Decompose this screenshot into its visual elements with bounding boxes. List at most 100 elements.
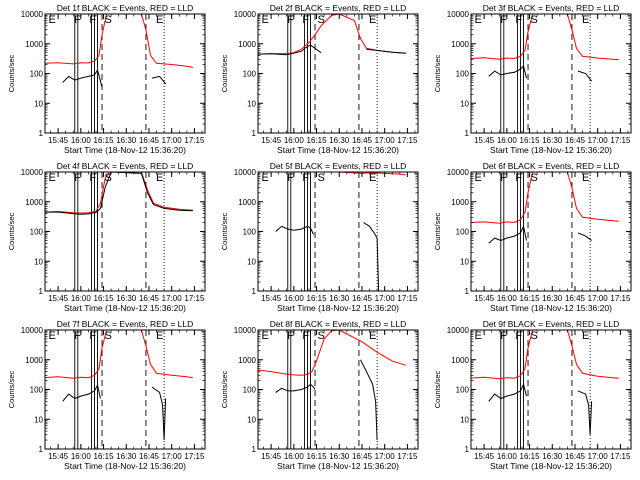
y-tick-label: 10 — [247, 415, 256, 424]
y-tick-label: 10 — [460, 99, 469, 108]
marker-label: F — [287, 172, 294, 184]
x-tick-label: 16:30 — [542, 452, 563, 461]
lld-series-line — [45, 330, 193, 379]
marker-label: F — [287, 330, 294, 342]
x-tick-label: 17:15 — [184, 452, 205, 461]
x-tick-label: 16:45 — [139, 136, 160, 145]
x-tick-label: 16:45 — [352, 136, 373, 145]
y-tick-label: 1000 — [25, 40, 43, 49]
marker-label: F — [500, 330, 507, 342]
y-tick-label: 1 — [252, 129, 257, 138]
y-tick-label: 100 — [243, 228, 257, 237]
x-tick-label: 17:15 — [610, 452, 631, 461]
y-tick-label: 10000 — [234, 10, 257, 19]
x-tick-label: 16:30 — [116, 294, 137, 303]
marker-label: F — [74, 172, 81, 184]
x-axis-label: Start Time (18-Nov-12 15:36:20) — [64, 461, 186, 471]
axes-frame — [257, 171, 419, 292]
y-tick-label: 100 — [243, 70, 257, 79]
marker-label: S — [531, 172, 538, 184]
x-tick-label: 16:15 — [94, 452, 115, 461]
x-tick-label: 16:15 — [307, 452, 328, 461]
y-tick-label: 100 — [456, 228, 470, 237]
y-tick-label: 1 — [465, 287, 470, 296]
y-tick-label: 10 — [34, 415, 43, 424]
x-tick-label: 16:30 — [329, 452, 350, 461]
panel-title: Det 2f BLACK = Events, RED = LLD — [270, 3, 407, 13]
x-tick-label: 17:00 — [375, 136, 396, 145]
marker-label: S — [318, 172, 325, 184]
plot-area — [45, 330, 193, 449]
marker-label: E — [156, 172, 163, 184]
y-tick-label: 1 — [465, 129, 470, 138]
events-series-line — [577, 390, 593, 435]
y-tick-label: 10000 — [234, 326, 257, 335]
marker-label: F — [302, 330, 309, 342]
lld-series-line — [258, 330, 407, 376]
marker-label: E — [262, 330, 269, 342]
marker-label: E — [262, 14, 269, 26]
y-tick-label: 100 — [30, 386, 44, 395]
y-axis-label: Counts/sec — [433, 54, 442, 92]
axes-frame — [257, 13, 419, 134]
y-tick-label: 100 — [30, 70, 44, 79]
events-series-line — [488, 382, 527, 402]
x-tick-label: 17:15 — [397, 294, 418, 303]
marker-label: S — [318, 14, 325, 26]
x-tick-label: 17:00 — [588, 136, 609, 145]
x-tick-label: 17:15 — [397, 452, 418, 461]
y-tick-label: 100 — [456, 386, 470, 395]
marker-label: E — [156, 330, 163, 342]
x-tick-label: 16:00 — [497, 136, 518, 145]
x-tick-label: 16:15 — [307, 136, 328, 145]
x-tick-label: 15:45 — [474, 452, 495, 461]
x-tick-label: 17:00 — [162, 136, 183, 145]
events-series-line — [577, 232, 592, 241]
x-tick-label: 16:15 — [520, 452, 541, 461]
lld-series-line — [471, 330, 619, 380]
y-axis-label: Counts/sec — [433, 370, 442, 408]
y-tick-label: 1 — [39, 445, 44, 454]
events-series-line — [488, 64, 527, 79]
plot-area — [45, 14, 193, 133]
y-tick-label: 1000 — [238, 198, 256, 207]
marker-label: F — [500, 14, 507, 26]
marker-label: E — [369, 330, 376, 342]
y-axis-label: Counts/sec — [220, 54, 229, 92]
x-tick-label: 16:00 — [284, 452, 305, 461]
x-tick-label: 16:00 — [71, 452, 92, 461]
plot-area — [258, 14, 406, 133]
marker-label: S — [531, 14, 538, 26]
marker-label: F — [515, 172, 522, 184]
x-tick-label: 16:15 — [520, 294, 541, 303]
panel-title: Det 3f BLACK = Events, RED = LLD — [483, 3, 620, 13]
marker-label: E — [582, 330, 589, 342]
x-tick-label: 15:45 — [474, 294, 495, 303]
marker-label: S — [318, 330, 325, 342]
panel-title: Det 4f BLACK = Events, RED = LLD — [57, 161, 194, 171]
lld-series-line — [45, 172, 193, 214]
x-tick-label: 16:00 — [497, 294, 518, 303]
events-series-line — [62, 68, 103, 88]
x-tick-label: 16:15 — [94, 294, 115, 303]
y-tick-label: 10000 — [447, 168, 470, 177]
y-tick-label: 10 — [34, 257, 43, 266]
events-series-line — [45, 172, 193, 215]
x-tick-label: 15:45 — [261, 452, 282, 461]
plot-area — [471, 330, 619, 449]
marker-label: E — [475, 14, 482, 26]
x-tick-label: 16:45 — [352, 294, 373, 303]
y-tick-label: 1000 — [451, 40, 469, 49]
x-axis-label: Start Time (18-Nov-12 15:36:20) — [490, 145, 612, 155]
x-tick-label: 16:45 — [565, 452, 586, 461]
x-tick-label: 16:15 — [94, 136, 115, 145]
lld-series-line — [45, 14, 193, 68]
panel-title: Det 7f BLACK = Events, RED = LLD — [57, 319, 194, 329]
x-tick-label: 17:00 — [375, 452, 396, 461]
y-tick-label: 10000 — [21, 168, 44, 177]
x-tick-label: 17:15 — [184, 136, 205, 145]
